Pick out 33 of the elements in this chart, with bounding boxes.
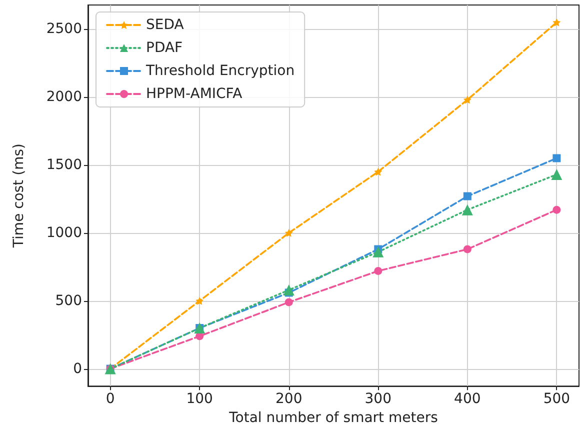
point [463,192,472,200]
point [551,168,562,180]
point [374,266,382,275]
y-tick-label: 0 [73,360,82,377]
y-tick-label: 2000 [46,89,82,106]
legend-label: PDAF [146,40,183,56]
x-tick-label: 0 [106,391,115,408]
y-tick-label: 2500 [46,21,82,38]
legend-label: Threshold Encryption [145,63,295,79]
y-tick-label: 1000 [46,224,82,241]
x-tick-label: 500 [543,391,570,408]
x-tick-label: 300 [364,391,392,408]
point [552,206,561,214]
y-tick-label: 500 [55,292,82,309]
point [552,18,561,26]
y-axis-title: Time cost (ms) [11,144,27,249]
point [462,204,473,216]
point [463,96,472,104]
point [372,246,384,258]
x-axis-title: Total number of smart meters [228,410,438,426]
legend-label: SEDA [146,17,184,33]
point [283,284,294,296]
y-tick-label: 1500 [46,156,82,173]
x-tick-label: 200 [275,391,302,408]
point [552,154,561,162]
x-tick-label: 100 [186,391,213,408]
legend-label: HPPM-AMICFA [146,86,243,102]
point [196,296,204,305]
point [463,245,472,254]
point [284,228,293,237]
x-tick-label: 400 [454,391,481,408]
point [374,168,382,176]
point [284,298,293,306]
